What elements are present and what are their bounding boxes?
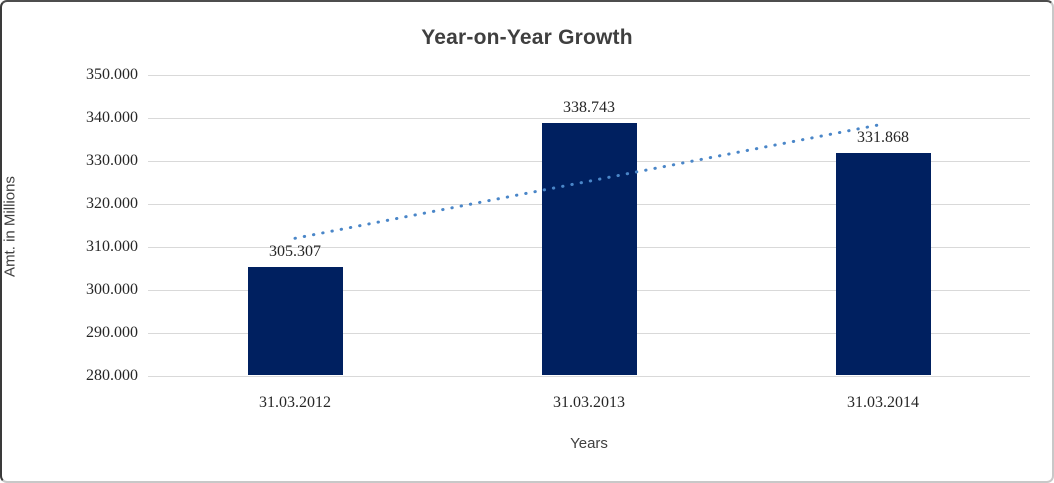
bar-31.03.2013 <box>541 123 637 375</box>
gridline <box>148 375 1030 377</box>
bar-value-label: 338.743 <box>563 99 615 117</box>
y-axis-title: Amt. in Millions <box>1 176 19 277</box>
x-axis-title: Years <box>570 435 608 452</box>
bar-value-label: 331.868 <box>857 128 909 146</box>
gridline <box>148 74 1030 76</box>
y-tick-label: 310.000 <box>86 238 138 255</box>
y-tick-label: 290.000 <box>86 324 138 341</box>
y-tick-label: 320.000 <box>86 195 138 212</box>
x-tick-label: 31.03.2012 <box>259 394 331 411</box>
gridline <box>148 117 1030 119</box>
y-tick-label: 300.000 <box>86 281 138 298</box>
plot-area: 305.307 338.743 331.868 <box>148 74 1030 377</box>
bar-31.03.2012 <box>247 267 343 375</box>
x-tick-label: 31.03.2014 <box>847 394 919 411</box>
chart-title: Year-on-Year Growth <box>421 26 633 49</box>
x-tick-label: 31.03.2013 <box>553 394 625 411</box>
y-tick-label: 340.000 <box>86 109 138 126</box>
y-tick-label: 330.000 <box>86 152 138 169</box>
bar-31.03.2014 <box>835 152 931 375</box>
y-tick-label: 280.000 <box>86 367 138 384</box>
y-tick-label: 350.000 <box>86 66 138 83</box>
bar-value-label: 305.307 <box>269 243 321 261</box>
